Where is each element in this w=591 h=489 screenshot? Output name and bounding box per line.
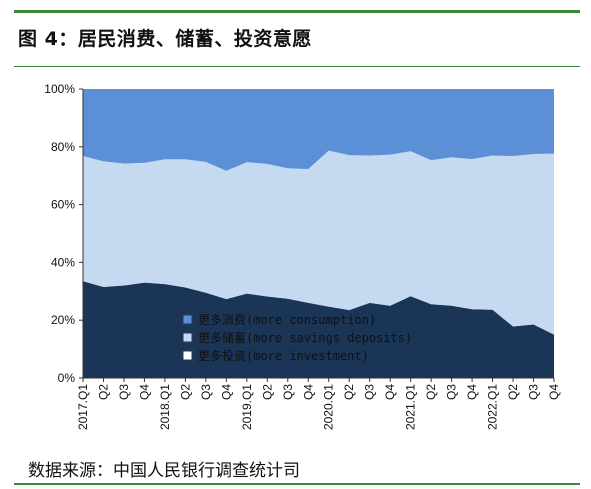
top-rule xyxy=(14,10,580,13)
x-tick-label: Q3 xyxy=(527,384,541,400)
legend-label-consumption: 更多消费(more consumption) xyxy=(198,313,376,327)
x-tick-label: Q4 xyxy=(219,384,233,400)
x-tick-label: Q3 xyxy=(117,384,131,400)
bottom-rule xyxy=(14,483,580,485)
y-tick-label: 100% xyxy=(44,82,75,96)
x-tick-label: Q4 xyxy=(547,384,561,400)
legend-swatch-consumption xyxy=(182,314,193,325)
source-note: 数据来源：中国人民银行调查统计司 xyxy=(28,461,300,481)
x-tick-label: Q2 xyxy=(424,384,438,400)
legend-label-savings: 更多储蓄(more savings deposits) xyxy=(198,330,412,345)
y-axis-ticks: 0% 20% 40% 60% 80% 100% xyxy=(44,82,83,385)
x-tick-label: Q4 xyxy=(301,384,315,400)
area-consumption xyxy=(83,89,554,171)
x-tick-label: Q4 xyxy=(137,384,151,400)
area-series-group xyxy=(83,89,554,378)
y-tick-label: 80% xyxy=(51,140,75,154)
x-tick-label: Q3 xyxy=(445,384,459,400)
x-tick-label: Q2 xyxy=(260,384,274,400)
x-tick-label: Q2 xyxy=(342,384,356,400)
y-tick-label: 20% xyxy=(51,313,75,327)
x-tick-label: Q3 xyxy=(199,384,213,400)
x-tick-label: 2019.Q1 xyxy=(240,384,254,430)
x-tick-label: Q4 xyxy=(383,384,397,400)
x-tick-label: Q3 xyxy=(363,384,377,400)
chart-legend: 更多消费(more consumption) 更多储蓄(more savings … xyxy=(182,313,412,363)
x-tick-label: 2022.Q1 xyxy=(486,384,500,430)
x-tick-label: Q2 xyxy=(178,384,192,400)
x-tick-label: Q2 xyxy=(506,384,520,400)
x-tick-label: Q2 xyxy=(96,384,110,400)
y-tick-label: 60% xyxy=(51,198,75,212)
x-tick-label: 2017.Q1 xyxy=(76,384,90,430)
y-tick-label: 0% xyxy=(58,371,76,385)
legend-swatch-investment xyxy=(182,350,193,361)
area-savings xyxy=(83,150,554,335)
x-tick-label: Q4 xyxy=(465,384,479,400)
y-tick-label: 40% xyxy=(51,255,75,269)
title-rule xyxy=(14,66,580,67)
x-axis-ticks: 2017.Q1 Q2 Q3 Q4 2018.Q1 Q2 Q3 Q4 2019.Q1 Q2 Q3 Q4 2… xyxy=(76,378,561,430)
area-investment xyxy=(83,281,554,378)
x-tick-label: 2018.Q1 xyxy=(158,384,172,430)
x-tick-label: 2020.Q1 xyxy=(322,384,336,430)
x-tick-label: 2021.Q1 xyxy=(404,384,418,430)
x-tick-label: Q3 xyxy=(281,384,295,400)
legend-label-investment: 更多投资(more investment) xyxy=(198,348,369,363)
legend-swatch-savings xyxy=(182,332,193,343)
figure-title: 图 4：居民消费、储蓄、投资意愿 xyxy=(18,28,312,50)
